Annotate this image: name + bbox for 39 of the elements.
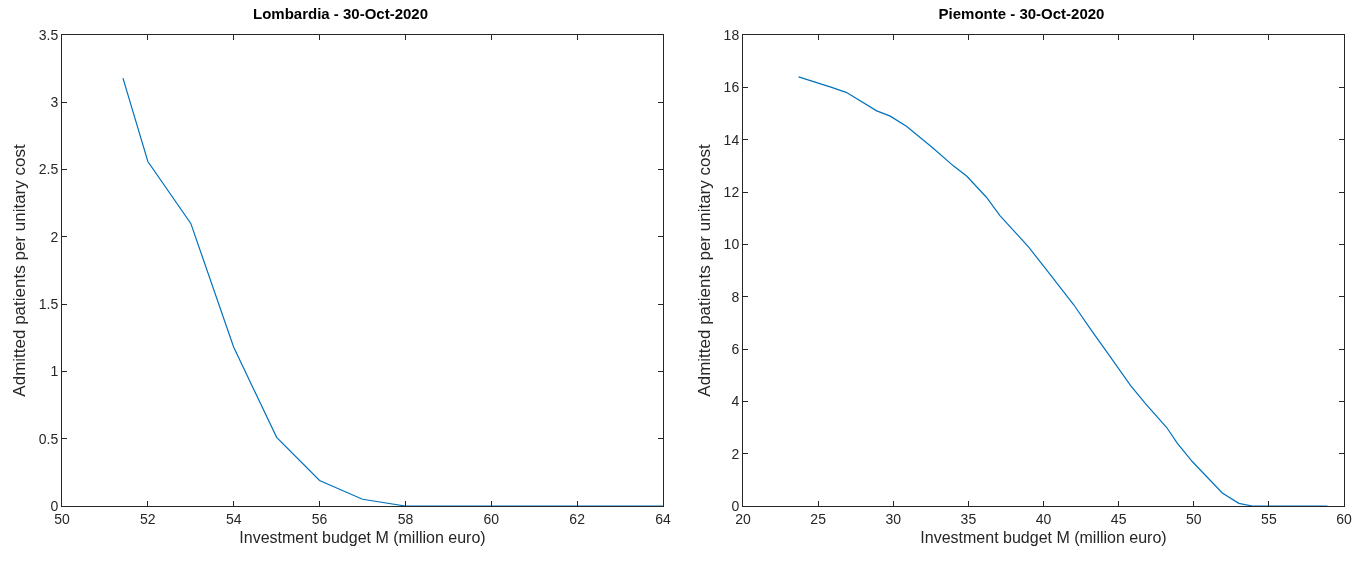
y-tick-label: 12 [723,183,740,200]
x-axis-title: Investment budget M (million euro) [239,529,486,547]
y-tick-label: 3 [50,94,59,111]
y-tick-label: 2 [731,445,740,462]
x-tick-label: 56 [311,510,328,527]
y-tick-label: 4 [731,393,740,410]
x-tick-label: 64 [655,510,671,527]
y-tick-label: 6 [731,340,740,357]
x-tick-label: 60 [483,510,500,527]
x-tick-label: 54 [225,510,242,527]
x-tick-label: 45 [1110,510,1127,527]
x-tick-label: 40 [1035,510,1052,527]
x-tick-label: 50 [1185,510,1202,527]
y-tick-label: 10 [723,236,740,253]
y-axis-title: Admitted patients per unitary cost [10,144,30,397]
y-tick-label: 1.5 [38,296,59,313]
line-series [122,77,663,506]
x-tick-label: 35 [960,510,977,527]
chart-title: Lombardia - 30-Oct-2020 [252,4,429,22]
y-tick-label: 18 [723,26,740,43]
y-tick-label: 8 [731,288,740,305]
x-tick-label: 55 [1261,510,1277,527]
x-tick-label: 30 [885,510,902,527]
x-axis-title: Investment budget M (million euro) [920,529,1167,547]
line-series [797,76,1329,506]
x-tick-label: 25 [810,510,827,527]
y-tick-label: 14 [723,131,740,148]
y-tick-label: 0.5 [38,430,59,447]
x-tick-label: 60 [1336,510,1352,527]
y-tick-label: 2.5 [38,161,59,178]
y-tick-label: 3.5 [38,26,59,43]
x-tick-label: 52 [140,510,156,527]
y-tick-label: 1 [50,363,59,380]
y-tick-label: 16 [723,79,740,96]
chart-title: Piemonte - 30-Oct-2020 [938,4,1105,22]
x-tick-label: 62 [569,510,586,527]
y-tick-label: 2 [50,228,59,245]
x-tick-label: 58 [397,510,414,527]
y-axis-title: Admitted patients per unitary cost [695,144,715,397]
